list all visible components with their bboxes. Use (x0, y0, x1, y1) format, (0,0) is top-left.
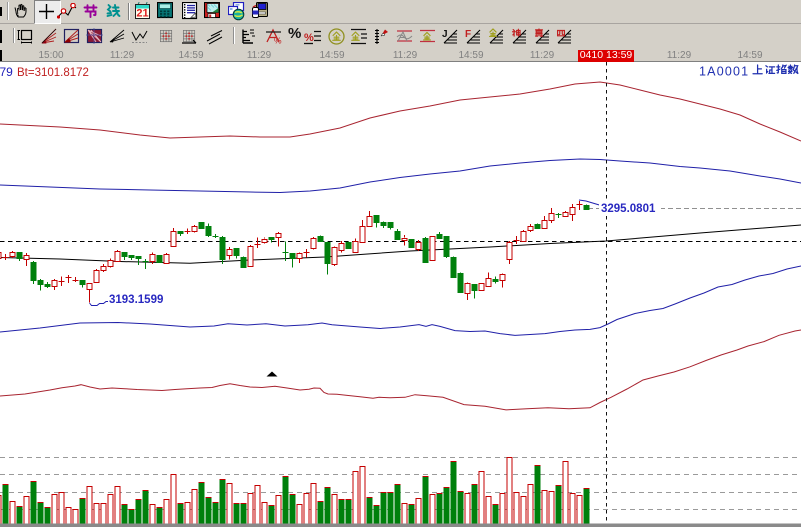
svg-text:F: F (465, 29, 471, 40)
svg-text:21: 21 (136, 8, 148, 20)
svg-text:J: J (442, 29, 448, 40)
svg-text:Bt=3101.8172: Bt=3101.8172 (17, 67, 89, 79)
svg-text:3193.1599: 3193.1599 (109, 294, 163, 306)
svg-text:%: % (274, 36, 282, 46)
svg-text:79: 79 (0, 65, 13, 79)
svg-text:1A0001: 1A0001 (699, 65, 749, 79)
svg-text:%: % (304, 32, 314, 44)
svg-text:3295.0801: 3295.0801 (601, 203, 656, 215)
